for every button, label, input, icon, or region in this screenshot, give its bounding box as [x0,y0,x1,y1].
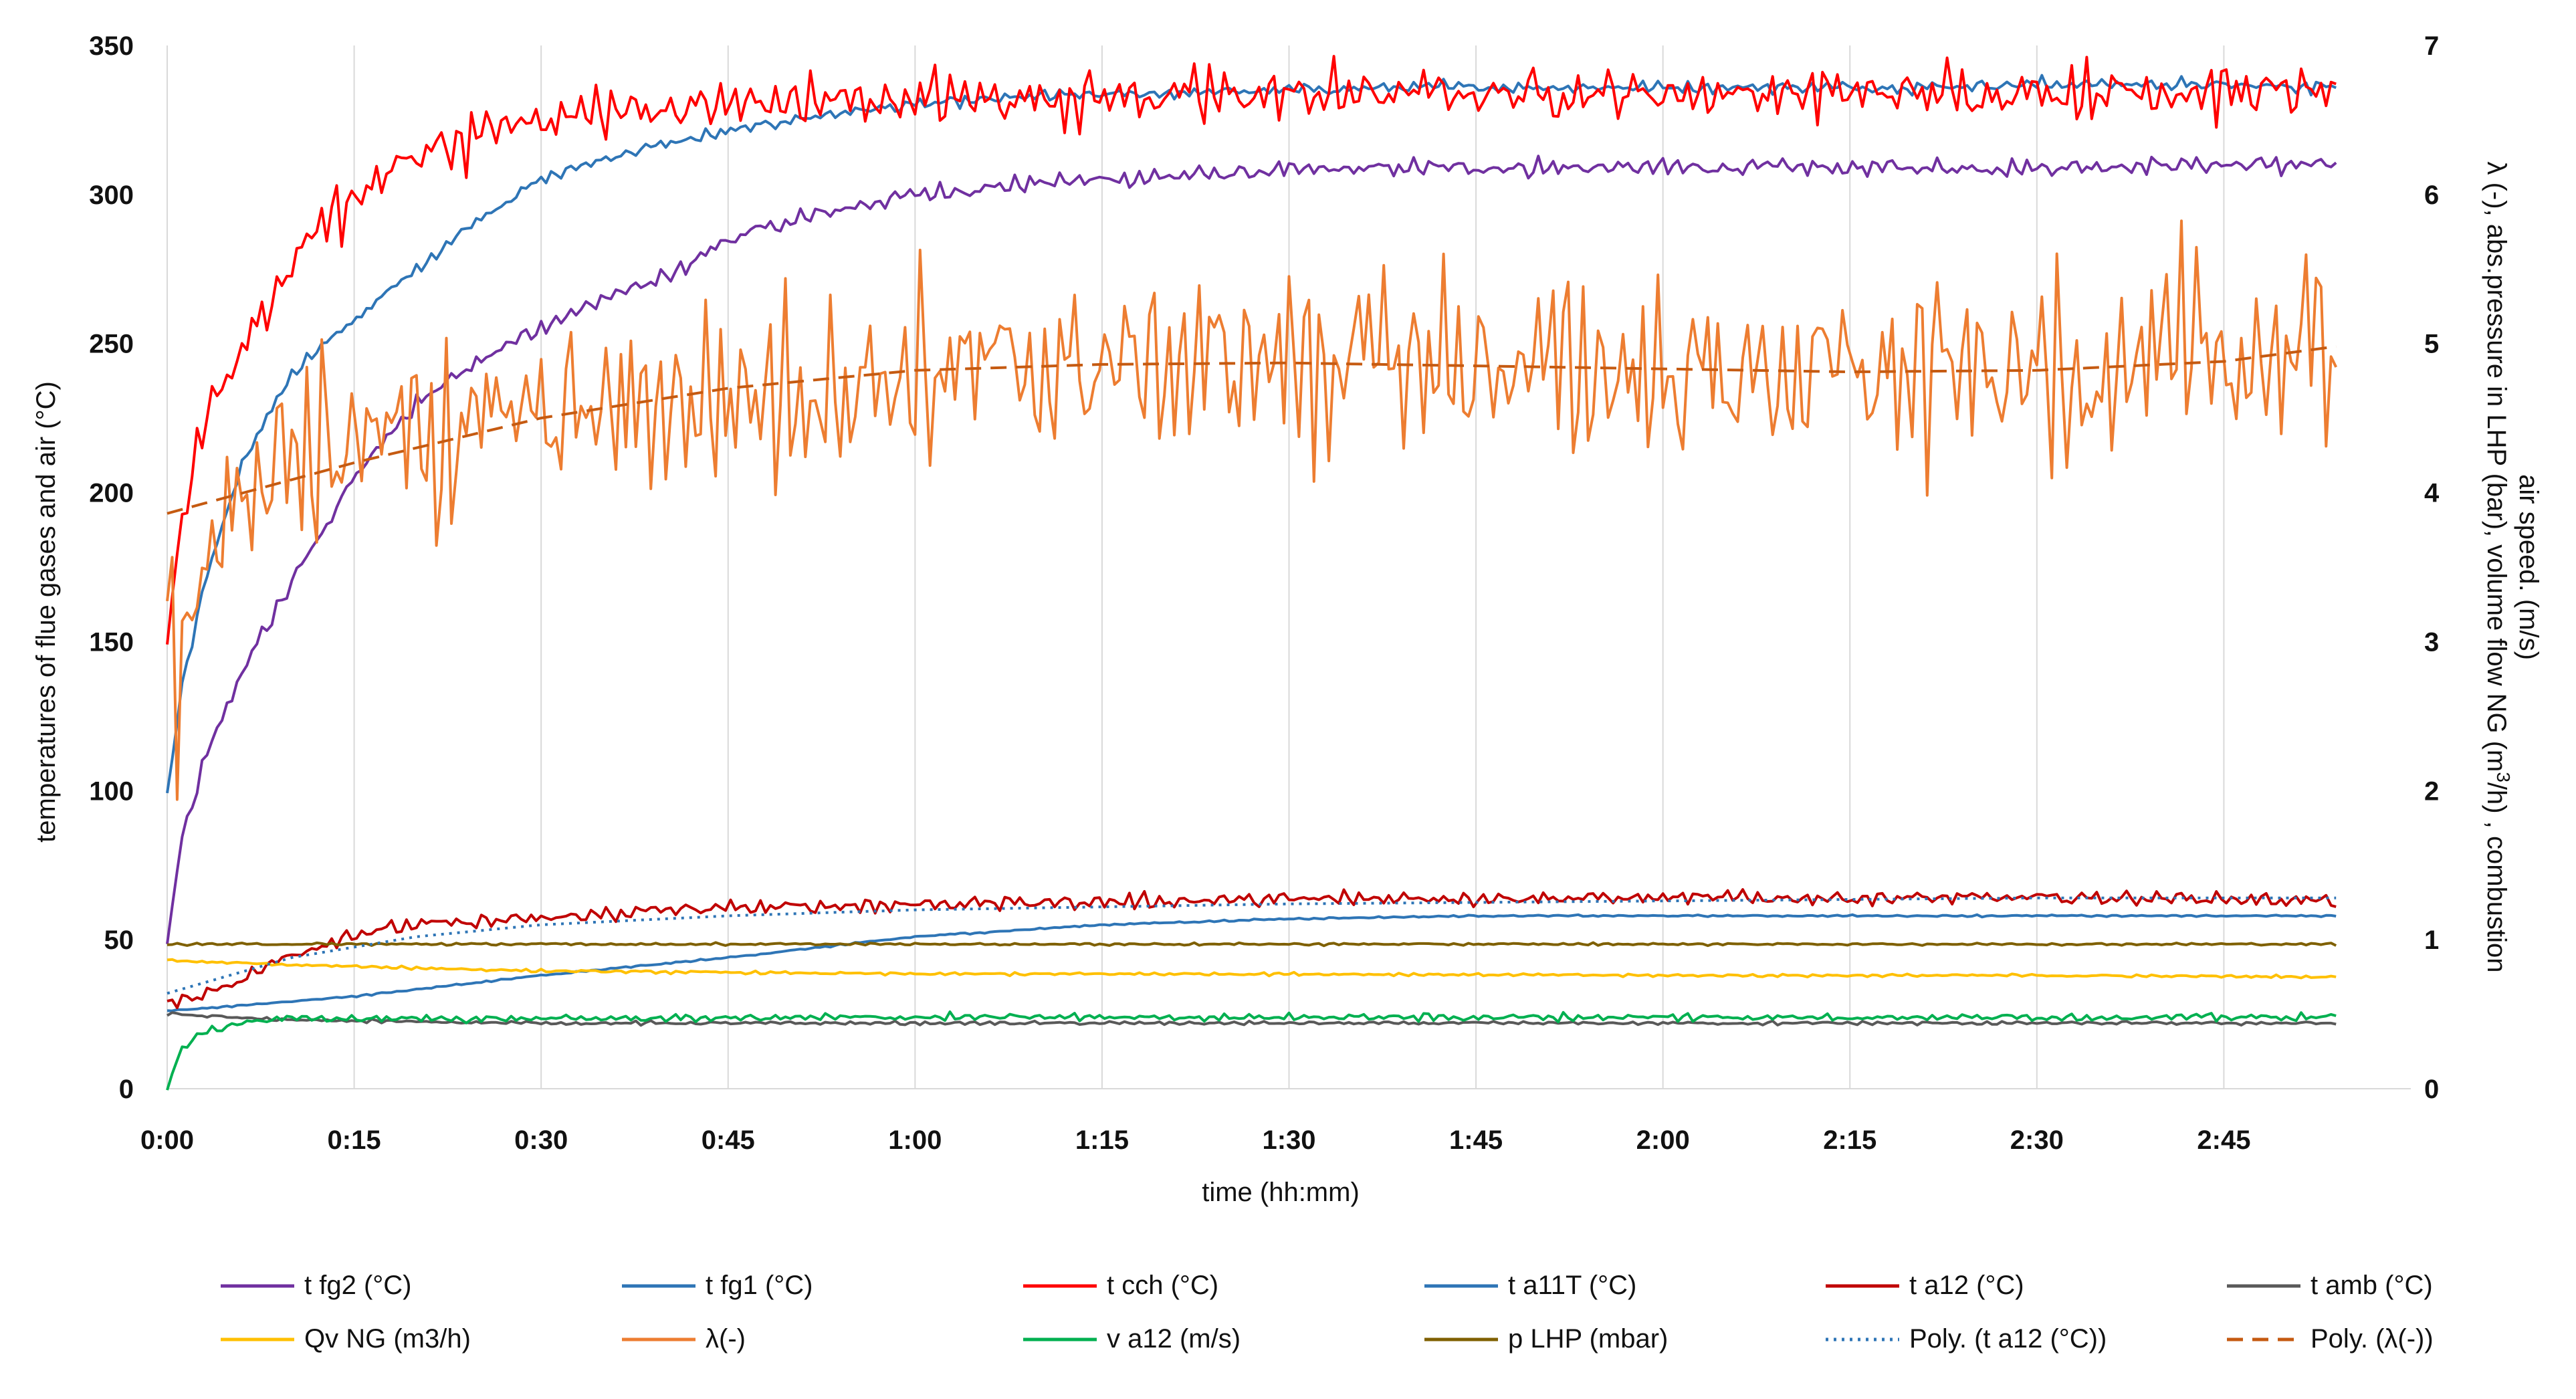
y-left-tick-label: 350 [89,31,134,61]
legend-label: t cch (°C) [1107,1271,1218,1300]
y-right-tick-label: 0 [2424,1075,2439,1104]
x-tick-label: 1:30 [1262,1125,1315,1155]
legend-label: Qv NG (m3/h) [304,1324,471,1354]
y-left-tick-label: 300 [89,181,134,210]
x-tick-label: 2:15 [1823,1125,1876,1155]
y-left-tick-label: 250 [89,330,134,359]
gridlines [167,45,2411,1089]
x-axis-title: time (hh:mm) [1202,1178,1360,1207]
legend-label: Poly. (λ(-)) [2311,1324,2434,1354]
series-line [167,1011,2337,1027]
series-line [167,888,2337,1009]
series-line [166,74,2337,794]
y-right-tick-label: 4 [2424,479,2440,508]
x-tick-label: 0:30 [514,1125,568,1155]
series-line [167,941,2337,948]
y-right-tick-label: 1 [2424,926,2439,955]
x-tick-label: 0:00 [140,1125,194,1155]
x-tick-label: 2:00 [1636,1125,1690,1155]
series-line [167,958,2337,980]
x-axis-ticks: 0:00 0:15 0:30 0:45 1:00 1:15 1:30 1:45 2:00 2:15… [140,1125,2250,1155]
y-right-title-superscript: 3 [2493,772,2514,782]
legend-label: t a12 (°C) [1909,1271,2024,1300]
series-line [167,345,2337,515]
x-tick-label: 0:45 [702,1125,755,1155]
legend-label: Poly. (t a12 (°C)) [1909,1324,2107,1354]
legend: t fg2 (°C) t fg1 (°C) t cch (°C) t a11T (°C… [221,1271,2434,1354]
series-line [167,896,2337,995]
plot-series [166,55,2338,1091]
series-line [166,154,2337,944]
x-tick-label: 1:00 [888,1125,942,1155]
y-right-tick-label: 2 [2424,776,2439,806]
series-line [166,219,2338,801]
y-right-axis-ticks: 0 1 2 3 4 5 6 7 [2424,31,2440,1104]
y-right-title-part-b: /h) , combustion [2482,782,2511,973]
legend-label: t amb (°C) [2311,1271,2433,1300]
y-right-axis-title-line1: λ (-), abs.pressure in LHP (bar), volume… [2482,162,2514,973]
series-line [166,55,2337,645]
x-tick-label: 2:30 [2010,1125,2064,1155]
y-right-tick-label: 6 [2424,181,2439,210]
y-right-tick-label: 7 [2424,31,2439,61]
y-left-axis-title: temperatures of flue gases and air (°C) [31,381,61,843]
legend-label: t fg1 (°C) [706,1271,813,1300]
legend-label: t a11T (°C) [1508,1271,1636,1300]
legend-label: λ(-) [706,1324,746,1354]
y-right-axis-title-line2: air speed. (m/s) [2514,474,2543,660]
y-left-tick-label: 200 [89,479,134,508]
y-right-title-part-a: λ (-), abs.pressure in LHP (bar), volume… [2482,162,2511,772]
legend-label: v a12 (m/s) [1107,1324,1241,1354]
series-line [167,913,2337,1012]
y-left-tick-label: 150 [89,627,134,657]
x-tick-label: 2:45 [2197,1125,2250,1155]
x-tick-label: 0:15 [328,1125,381,1155]
y-right-tick-label: 5 [2424,330,2439,359]
legend-label: p LHP (mbar) [1508,1324,1668,1354]
series-line [166,1010,2337,1091]
y-left-tick-label: 50 [104,926,134,955]
x-tick-label: 1:45 [1449,1125,1503,1155]
y-left-axis-ticks: 0 50 100 150 200 250 300 350 [89,31,134,1104]
y-left-tick-label: 0 [119,1075,134,1104]
y-left-tick-label: 100 [89,776,134,806]
y-right-tick-label: 3 [2424,627,2439,657]
x-tick-label: 1:15 [1075,1125,1129,1155]
legend-label: t fg2 (°C) [304,1271,411,1300]
